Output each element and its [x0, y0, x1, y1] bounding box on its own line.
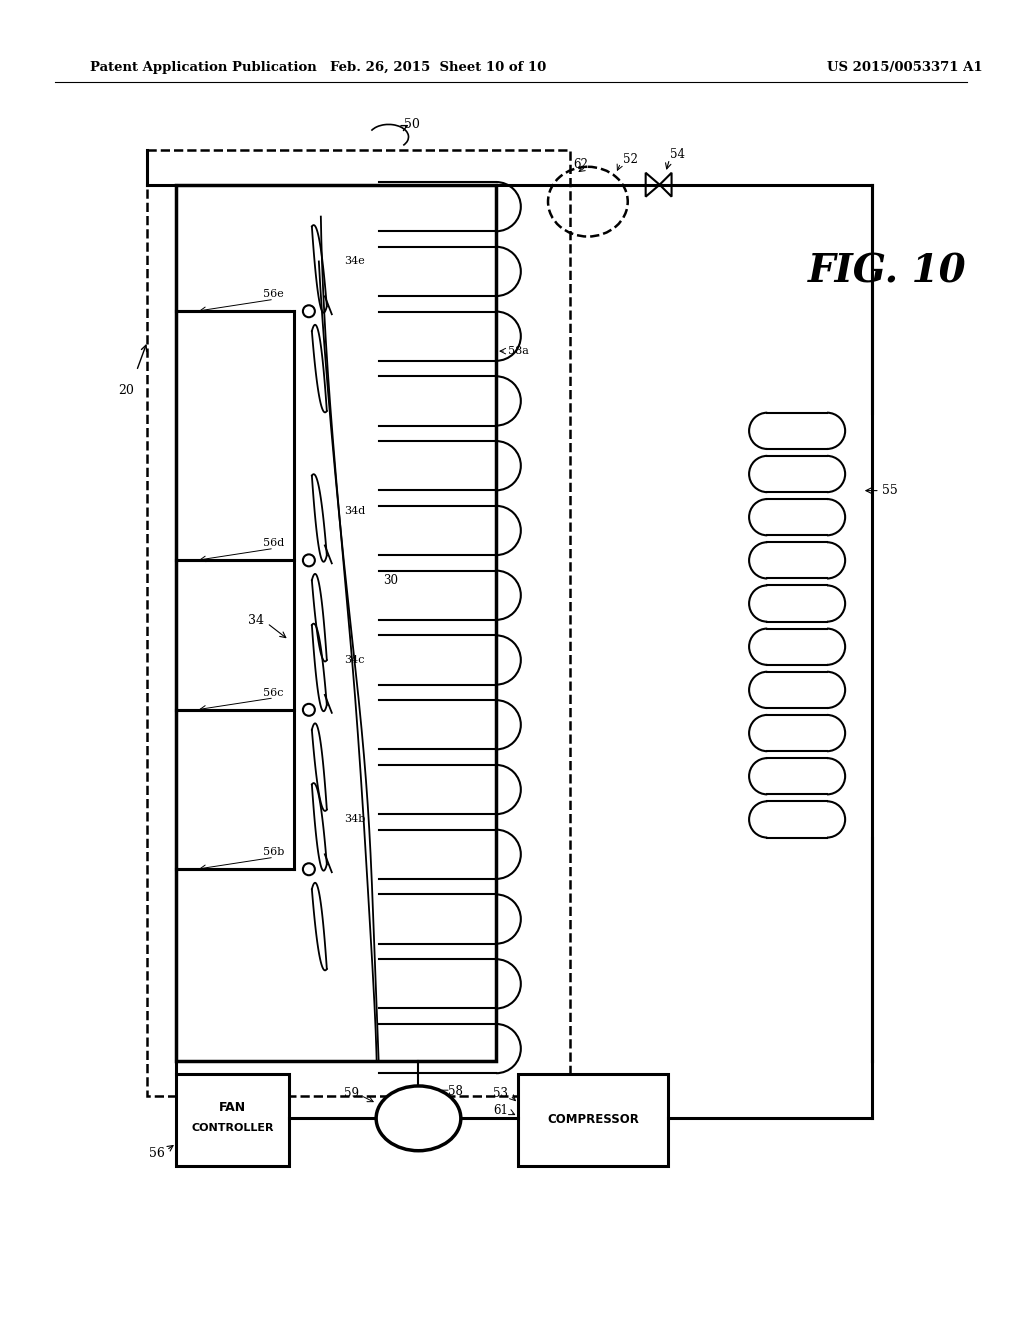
Circle shape: [303, 704, 314, 715]
Text: FIG. 10: FIG. 10: [808, 252, 966, 290]
Text: 34e: 34e: [344, 256, 365, 267]
Circle shape: [303, 305, 314, 317]
Text: 59: 59: [344, 1086, 358, 1100]
Text: 56: 56: [148, 1147, 165, 1160]
Text: 30: 30: [384, 574, 398, 587]
Bar: [518, 1073, 668, 1166]
Text: 62: 62: [573, 158, 588, 172]
Text: 54: 54: [670, 148, 685, 161]
Text: 34d: 34d: [344, 506, 365, 516]
Text: SENSOR: SENSOR: [391, 1111, 445, 1125]
Text: 50: 50: [403, 119, 420, 132]
Text: 58a: 58a: [508, 346, 529, 356]
Text: Feb. 26, 2015  Sheet 10 of 10: Feb. 26, 2015 Sheet 10 of 10: [331, 61, 547, 74]
Text: COMPRESSOR: COMPRESSOR: [547, 1113, 639, 1126]
Text: US 2015/0053371 A1: US 2015/0053371 A1: [827, 61, 983, 74]
Bar: [147, 150, 570, 1097]
Text: 56d: 56d: [263, 539, 284, 548]
Text: Patent Application Publication: Patent Application Publication: [90, 61, 316, 74]
Text: 34c: 34c: [344, 655, 365, 665]
Circle shape: [303, 863, 314, 875]
Text: 56e: 56e: [263, 289, 284, 300]
Bar: [176, 185, 497, 1060]
Text: FAN: FAN: [219, 1101, 246, 1114]
Text: 34: 34: [248, 614, 264, 627]
Text: 58: 58: [449, 1085, 463, 1098]
Bar: [176, 1073, 289, 1166]
Ellipse shape: [376, 1086, 461, 1151]
Circle shape: [303, 554, 314, 566]
Text: 52: 52: [623, 153, 638, 166]
Text: 34b: 34b: [344, 814, 366, 825]
Text: 20: 20: [119, 384, 134, 397]
Text: 53: 53: [494, 1086, 508, 1100]
Text: 56c: 56c: [263, 688, 284, 698]
Text: 56b: 56b: [262, 847, 284, 857]
Text: 61: 61: [494, 1104, 508, 1117]
Text: 55: 55: [882, 484, 898, 498]
Text: CONTROLLER: CONTROLLER: [191, 1123, 273, 1133]
